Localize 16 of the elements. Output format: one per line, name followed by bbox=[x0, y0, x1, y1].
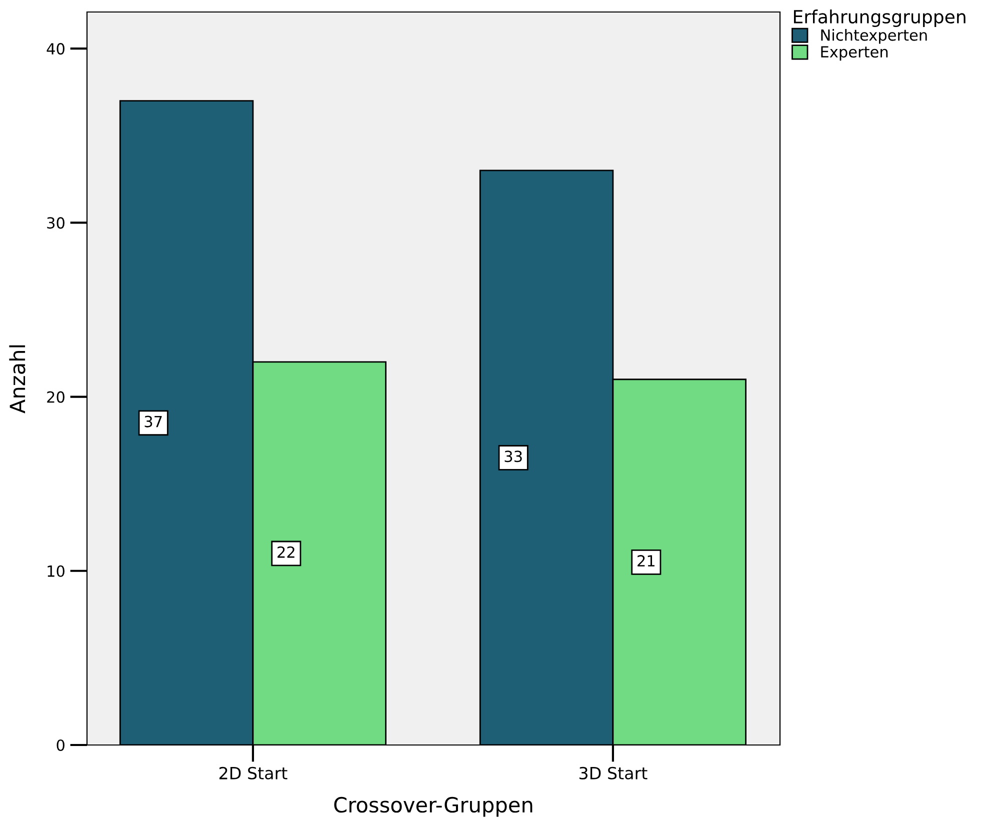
data-label: 21 bbox=[638, 555, 654, 566]
data-label: 33 bbox=[504, 450, 522, 462]
legend-label: Nichtexperten bbox=[821, 29, 927, 44]
x-tick-label: 3D Start bbox=[580, 766, 648, 780]
x-axis-title: Crossover-Gruppen bbox=[334, 796, 532, 817]
y-tick-label: 0 bbox=[56, 739, 64, 752]
y-tick-label: 10 bbox=[48, 565, 64, 577]
data-label: 22 bbox=[278, 546, 294, 558]
y-axis-title: Anzahl bbox=[9, 345, 26, 414]
y-tick-label: 40 bbox=[46, 43, 64, 55]
legend-label: Experten bbox=[821, 46, 888, 61]
data-label: 37 bbox=[144, 416, 162, 428]
y-tick-label: 30 bbox=[47, 217, 64, 229]
y-tick-label: 20 bbox=[47, 391, 64, 403]
x-tick-label: 2D Start bbox=[219, 766, 288, 780]
legend-title: Erfahrungsgruppen bbox=[794, 10, 966, 28]
